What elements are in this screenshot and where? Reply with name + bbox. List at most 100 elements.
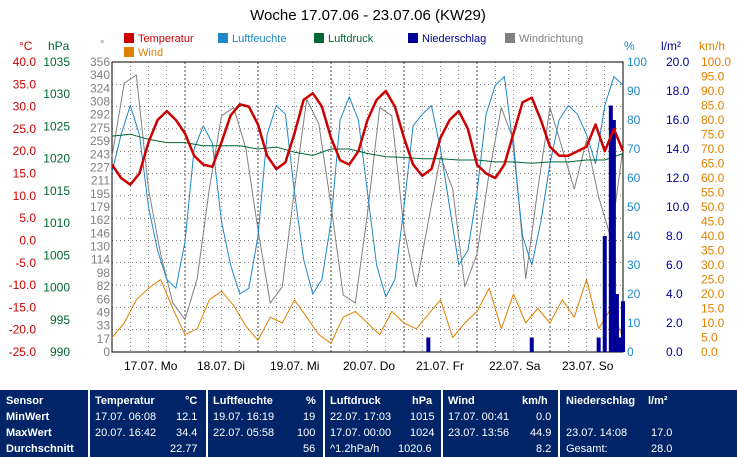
wind-tick-label: 25.0 [701, 273, 725, 287]
rain-bar [529, 337, 534, 352]
avg-temp-value: 22.77 [170, 443, 198, 455]
legend-swatch [218, 33, 228, 43]
winddir-tick-label: 114 [91, 253, 110, 267]
table-divider [441, 390, 443, 457]
rain-tick-label: 4.0 [666, 287, 683, 301]
pressure-tick-label: 1035 [43, 55, 70, 69]
min-wind-time: 17.07. 00:41 [448, 411, 510, 423]
winddir-tick-label: 130 [90, 240, 110, 254]
temp-tick-label: -20.0 [9, 323, 37, 337]
min-pressure-value: 1015 [410, 411, 435, 423]
winddir-tick-label: 146 [90, 226, 110, 240]
humidity-tick-label: 40 [627, 229, 641, 243]
humidity-tick-label: 60 [627, 171, 641, 185]
wind-tick-label: 75.0 [701, 128, 725, 142]
rain-bar [621, 301, 625, 352]
max-rain-value: 17.0 [651, 427, 673, 439]
winddir-tick-label: 66 [97, 292, 111, 306]
table-row-label-max: MaxWert [6, 427, 52, 439]
legend-label: Niederschlag [422, 33, 486, 45]
legend-label: Wind [138, 47, 163, 59]
winddir-tick-label: 356 [90, 55, 110, 69]
min-pressure-time: 22.07. 17:03 [330, 411, 392, 423]
wind-tick-label: 35.0 [701, 244, 725, 258]
humidity-tick-label: 80 [627, 113, 641, 127]
rain-tick-label: 16.0 [666, 113, 690, 127]
wind-tick-label: 30.0 [701, 258, 725, 272]
pressure-tick-label: 1000 [43, 281, 70, 295]
temp-tick-label: -15.0 [9, 300, 37, 314]
temp-tick-label: 5.0 [19, 211, 36, 225]
rain-axis-unit: l/m² [661, 39, 681, 53]
x-tick-label: 19.07. Mi [270, 359, 319, 373]
avg-humidity-value: 56 [303, 443, 316, 455]
rain-bar [602, 236, 607, 352]
wind-tick-label: 10.0 [701, 316, 725, 330]
rain-tick-label: 18.0 [666, 84, 690, 98]
pressure-tick-label: 1015 [43, 184, 70, 198]
pressure-tick-label: 1025 [43, 119, 70, 133]
rain-bar [611, 120, 616, 352]
table-divider [88, 390, 90, 457]
rain-tick-label: 14.0 [666, 142, 690, 156]
max-wind-time: 23.07. 13:56 [448, 427, 510, 439]
min-temp-value: 12.1 [176, 411, 198, 423]
temp-tick-label: 10.0 [13, 189, 37, 203]
avg-pressure-value: 1020.6 [398, 443, 432, 455]
winddir-tick-label: 162 [90, 213, 110, 227]
legend-label: Temperatur [138, 33, 194, 45]
wind-tick-label: 70.0 [701, 142, 725, 156]
rain-tick-label: 20.0 [666, 55, 690, 69]
winddir-axis-unit: ° [100, 39, 104, 51]
pressure-tick-label: 995 [50, 313, 70, 327]
wind-tick-label: 80.0 [701, 113, 725, 127]
table-header-humidity-unit: % [306, 395, 316, 407]
pressure-tick-label: 1010 [43, 216, 70, 230]
max-rain-time: 23.07. 14:08 [566, 427, 628, 439]
chart-title: Woche 17.07.06 - 23.07.06 (KW29) [250, 7, 486, 24]
humidity-tick-label: 100 [627, 55, 647, 69]
winddir-tick-label: 308 [90, 95, 110, 109]
winddir-tick-label: 324 [90, 81, 110, 95]
humidity-tick-label: 0 [627, 345, 634, 359]
legend-swatch [505, 33, 515, 43]
winddir-tick-label: 33 [97, 319, 111, 333]
table-divider [323, 390, 325, 457]
temp-axis-unit: °C [19, 39, 33, 53]
chart-legend: Temperatur Luftfeuchte Luftdruck Niederschl… [124, 33, 583, 59]
temp-tick-label: -25.0 [9, 345, 37, 359]
pressure-tick-label: 1030 [43, 87, 70, 101]
legend-swatch [124, 47, 134, 57]
table-header-pressure-unit: hPa [412, 395, 433, 407]
winddir-tick-label: 243 [90, 147, 110, 161]
max-temp-time: 20.07. 16:42 [95, 427, 157, 439]
temp-tick-label: 25.0 [13, 122, 37, 136]
winddir-tick-label: 98 [97, 266, 111, 280]
statistics-table: Sensor Temperatur °C Luftfeuchte % Luftd… [0, 390, 737, 457]
pressure-tick-label: 1020 [43, 152, 70, 166]
luftfeuchte-line [111, 76, 624, 298]
table-header-wind-unit: km/h [522, 395, 548, 407]
humidity-tick-label: 10 [627, 316, 641, 330]
humidity-axis-unit: % [624, 39, 635, 53]
temp-tick-label: -5.0 [15, 256, 36, 270]
wind-tick-label: 85.0 [701, 99, 725, 113]
winddir-tick-label: 195 [90, 187, 110, 201]
max-pressure-value: 1024 [410, 427, 435, 439]
wind-tick-label: 40.0 [701, 229, 725, 243]
humidity-tick-label: 20 [627, 287, 641, 301]
rain-bar [608, 105, 613, 352]
temp-tick-label: 20.0 [13, 144, 37, 158]
winddir-tick-label: 292 [90, 108, 110, 122]
rain-tick-label: 12.0 [666, 171, 690, 185]
wind-tick-label: 20.0 [701, 287, 725, 301]
x-tick-label: 17.07. Mo [124, 359, 178, 373]
windrichtung-line [111, 74, 624, 320]
pressure-trend: ^1.2hPa/h [330, 443, 380, 455]
winddir-tick-label: 49 [97, 305, 111, 319]
rain-tick-label: 0.0 [666, 345, 683, 359]
rain-bar [596, 337, 601, 352]
table-header-pressure: Luftdruck [330, 395, 381, 407]
winddir-tick-label: 0 [103, 345, 110, 359]
temp-tick-label: 40.0 [13, 55, 37, 69]
